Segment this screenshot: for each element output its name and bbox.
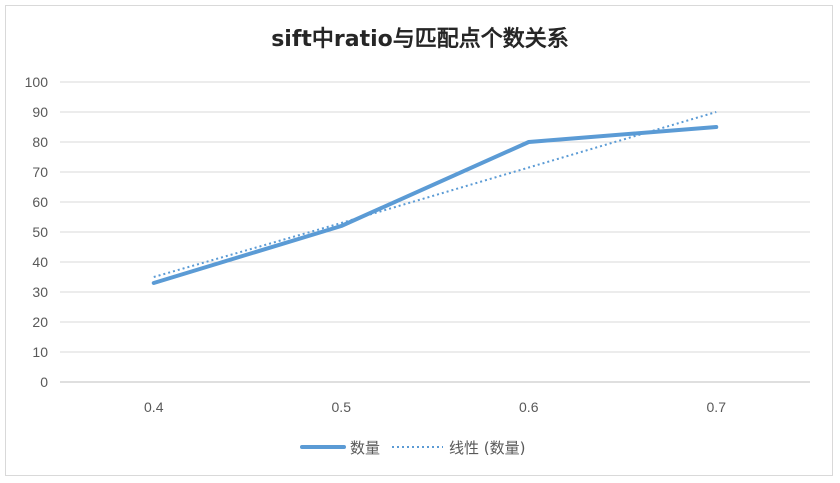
x-tick-label: 0.7: [707, 399, 727, 415]
chart-frame: [5, 5, 833, 476]
x-tick-label: 0.6: [519, 399, 539, 415]
legend: 数量 线性 (数量): [300, 439, 525, 457]
y-tick-label: 50: [32, 224, 48, 240]
axes: 0 10 20 30 40 50 60 70 80 90 100 0.4 0.5 0.6 0.7: [25, 74, 810, 415]
chart-title: sift中ratio与匹配点个数关系: [271, 26, 569, 52]
y-tick-label: 20: [32, 314, 48, 330]
y-tick-label: 70: [32, 164, 48, 180]
y-tick-label: 10: [32, 344, 48, 360]
legend-label-series: 数量: [350, 439, 380, 457]
x-tick-label: 0.5: [332, 399, 352, 415]
trendline: [153, 111, 717, 278]
y-tick-label: 60: [32, 194, 48, 210]
legend-label-trendline: 线性 (数量): [449, 439, 525, 457]
y-tick-label: 100: [25, 74, 49, 90]
y-tick-label: 90: [32, 104, 48, 120]
y-tick-label: 80: [32, 134, 48, 150]
x-tick-label: 0.4: [144, 399, 164, 415]
y-tick-label: 0: [40, 374, 48, 390]
y-tick-label: 30: [32, 284, 48, 300]
series-line: [151, 125, 719, 285]
series-lines: [151, 111, 719, 285]
gridlines: [60, 81, 810, 353]
y-tick-label: 40: [32, 254, 48, 270]
